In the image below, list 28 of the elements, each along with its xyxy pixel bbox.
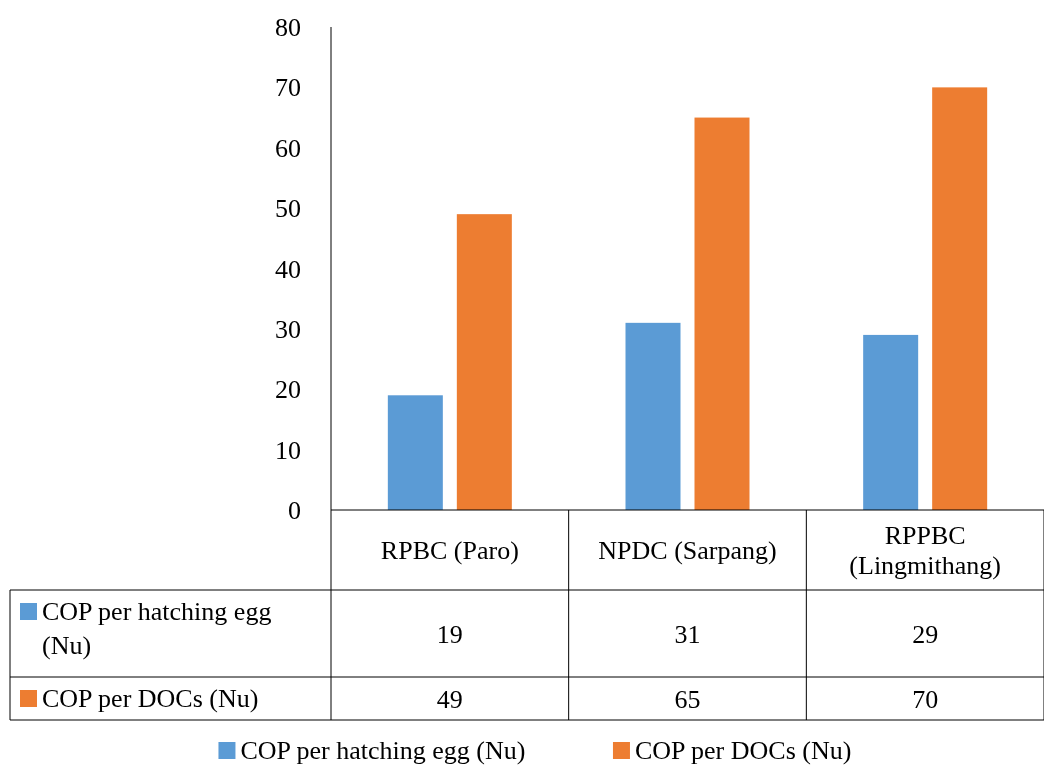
data-label: 19 (436, 619, 463, 649)
data-label: 31 (674, 619, 701, 649)
x-tick-label: RPPBC (Lingmithang) (849, 521, 1001, 581)
bar (456, 214, 512, 510)
legend-label: COP per hatching egg (Nu) (42, 597, 272, 661)
y-tick-label: 40 (275, 254, 301, 284)
bar (863, 334, 919, 510)
y-tick-label: 20 (275, 375, 301, 405)
y-tick-label: 0 (288, 496, 301, 526)
y-tick-label: 50 (275, 194, 301, 224)
bar (932, 87, 988, 510)
bar (625, 322, 681, 510)
y-tick-label: 70 (275, 73, 301, 103)
y-tick-label: 30 (275, 314, 301, 344)
data-label: 65 (674, 684, 701, 714)
y-tick-label: 60 (275, 133, 301, 163)
bar (694, 117, 750, 510)
data-label: 29 (912, 619, 939, 649)
x-tick-label: NPDC (Sarpang) (598, 536, 777, 566)
data-label: 49 (436, 684, 463, 714)
y-tick-label: 10 (275, 435, 301, 465)
data-label: 70 (912, 684, 939, 714)
x-tick-label: RPBC (Paro) (380, 536, 519, 566)
y-tick-label: 80 (275, 13, 301, 43)
text: COP per DOCs (Nu) (42, 684, 259, 714)
text: COP per hatching egg (Nu) (240, 736, 526, 766)
bar (387, 395, 443, 510)
legend-label: COP per DOCs (Nu) (634, 736, 852, 766)
